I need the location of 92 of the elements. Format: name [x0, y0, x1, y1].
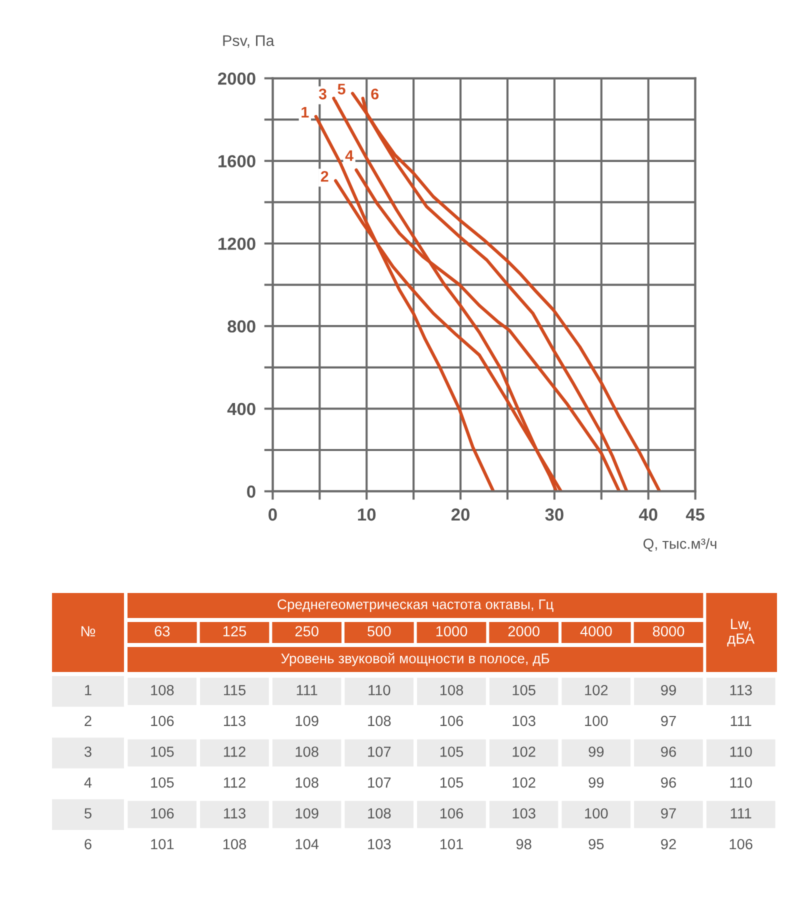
data-label: 110 [368, 684, 390, 696]
data-label: 105 [440, 746, 464, 757]
data-label: 112 [224, 777, 246, 788]
x-axis-title: Q, тыс.м³/ч [643, 538, 716, 552]
data-label: 100 [585, 808, 608, 819]
data-label: 106 [440, 808, 464, 819]
x-tick-label: Lw, дБА [727, 618, 755, 646]
x-tick-label: 125 [223, 626, 246, 636]
data-label: 103 [512, 716, 536, 726]
data-label: 110 [730, 746, 752, 757]
data-label: 110 [730, 777, 752, 788]
data-label: 99 [588, 746, 604, 757]
x-tick-label: 45 [686, 508, 704, 521]
data-label: 107 [368, 777, 391, 788]
data-label: 113 [224, 716, 246, 726]
x-tick-label: 10 [358, 508, 376, 521]
chart-title: Среднегеометрическая частота октавы, Гц [278, 599, 554, 612]
y-tick-label: 3 [84, 746, 92, 757]
data-label: 96 [661, 746, 676, 757]
data-label: 104 [296, 838, 319, 850]
y-tick-label: 1600 [218, 155, 256, 168]
x-tick-label: 20 [451, 508, 470, 521]
series-label: 6 [371, 88, 379, 100]
x-tick-label: 250 [295, 626, 318, 636]
data-label: 113 [730, 684, 752, 696]
data-label: 108 [368, 808, 391, 819]
data-label: 101 [440, 838, 463, 850]
y-tick-label: 400 [227, 402, 256, 416]
data-label: 101 [151, 838, 174, 850]
y-tick-label: 6 [84, 838, 92, 850]
data-label: 106 [151, 808, 174, 819]
series-label: 3 [318, 88, 326, 100]
data-label: 106 [151, 716, 174, 726]
data-label: 105 [440, 777, 464, 788]
data-label: 98 [516, 838, 532, 850]
y-tick-label: 2 [84, 716, 92, 726]
data-label: 97 [661, 716, 676, 726]
data-label: 103 [368, 838, 391, 850]
y-tick-label: 5 [84, 808, 92, 819]
y-tick-label: 800 [228, 320, 256, 333]
series-label: 2 [320, 171, 328, 182]
series-label: 5 [338, 84, 346, 94]
data-label: 96 [661, 777, 676, 788]
data-label: 97 [661, 808, 676, 819]
x-tick-label: 500 [368, 626, 391, 636]
x-tick-label: 63 [154, 626, 170, 636]
data-label: 99 [588, 777, 604, 788]
data-label: 102 [512, 746, 536, 757]
data-label: 103 [512, 808, 536, 819]
data-label: 108 [223, 838, 246, 850]
data-label: 108 [296, 746, 318, 757]
y-axis-title: № [82, 626, 96, 636]
x-tick-label: 4000 [580, 626, 612, 636]
x-tick-label: 2000 [508, 626, 540, 636]
y-tick-label: 1200 [218, 238, 256, 250]
data-label: 99 [661, 684, 676, 696]
data-label: 106 [730, 838, 752, 850]
x-tick-label: 0 [268, 508, 277, 521]
data-label: 109 [296, 716, 318, 726]
data-label: 108 [368, 716, 391, 726]
data-label: 115 [224, 685, 246, 696]
series-label: 1 [302, 106, 309, 118]
y-tick-label: 1 [85, 685, 92, 696]
data-label: 105 [512, 684, 536, 696]
data-label: 92 [661, 838, 676, 850]
data-label: 111 [730, 716, 752, 726]
x-tick-label: 40 [638, 508, 658, 521]
data-label: 102 [512, 777, 536, 788]
data-label: 111 [296, 685, 318, 696]
data-label: 105 [151, 777, 174, 788]
y-tick-label: 0 [247, 485, 256, 498]
data-label: 108 [151, 684, 174, 696]
data-label: 106 [440, 716, 464, 726]
data-label: 111 [730, 808, 752, 818]
data-label: 95 [588, 838, 604, 850]
data-label: 109 [296, 808, 318, 819]
y-tick-label: 2000 [218, 72, 256, 85]
data-label: 105 [151, 746, 174, 757]
x-tick-label: 8000 [652, 626, 684, 636]
data-label: 102 [585, 684, 608, 696]
y-tick-label: 4 [84, 778, 92, 788]
chart-subtitle: Уровень звуковой мощности в полосе, дБ [281, 652, 550, 666]
data-label: 112 [224, 746, 246, 757]
data-label: 100 [585, 716, 608, 726]
x-tick-label: 30 [545, 508, 564, 521]
series-label: 4 [345, 150, 354, 161]
data-label: 107 [368, 746, 391, 757]
x-tick-label: 1000 [436, 626, 468, 636]
data-label: 108 [296, 777, 318, 788]
data-label: 108 [440, 684, 464, 696]
y-axis-title: Psv, Па [223, 35, 274, 48]
data-label: 113 [224, 808, 246, 819]
